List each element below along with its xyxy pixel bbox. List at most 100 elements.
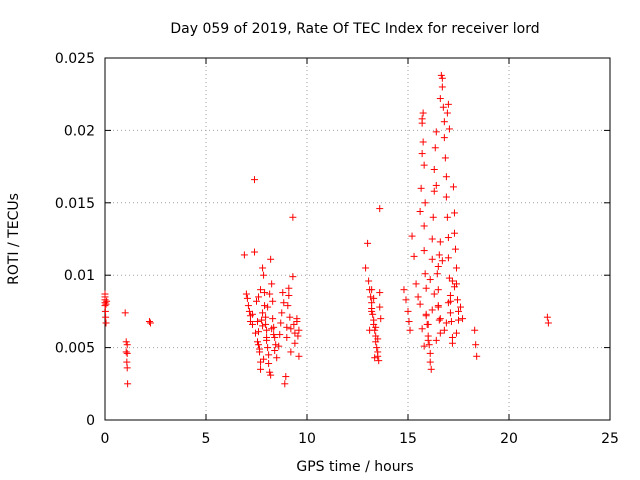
data-points <box>101 71 552 388</box>
data-point <box>436 95 444 103</box>
data-point <box>434 302 442 310</box>
data-point <box>374 335 382 343</box>
data-point <box>255 293 263 301</box>
data-point <box>103 297 111 305</box>
data-point <box>270 331 278 339</box>
data-point <box>420 342 428 350</box>
data-point <box>262 313 270 321</box>
data-point <box>255 328 263 336</box>
axis-ticks <box>104 57 611 421</box>
data-point <box>448 277 456 285</box>
y-tick-label: 0.025 <box>55 51 95 67</box>
data-point <box>412 280 420 288</box>
data-point <box>455 316 462 324</box>
chart-title: Day 059 of 2019, Rate Of TEC Index for r… <box>170 21 539 37</box>
data-point <box>448 339 456 347</box>
data-point <box>123 341 131 349</box>
data-point <box>287 325 295 333</box>
data-point <box>280 299 288 307</box>
data-point <box>433 270 441 278</box>
data-point <box>422 310 430 318</box>
data-point <box>420 161 428 169</box>
data-point <box>254 338 262 346</box>
data-point <box>450 229 458 237</box>
data-point <box>257 365 265 373</box>
data-point <box>443 213 451 221</box>
data-point <box>432 181 440 189</box>
data-point <box>449 183 457 191</box>
data-point <box>404 307 412 315</box>
data-point <box>250 176 258 184</box>
data-point <box>261 302 269 310</box>
y-tick-label: 0.005 <box>55 341 95 357</box>
data-point <box>267 255 275 263</box>
data-point <box>295 326 303 334</box>
data-point <box>366 326 374 334</box>
data-point <box>265 360 273 368</box>
data-point <box>295 352 303 360</box>
data-point <box>406 326 414 334</box>
data-point <box>251 329 259 337</box>
data-point <box>244 302 252 310</box>
data-point <box>256 345 264 353</box>
data-point <box>289 273 297 281</box>
data-point <box>283 323 291 331</box>
data-point <box>250 248 258 256</box>
data-point <box>260 355 268 363</box>
data-point <box>285 284 293 292</box>
data-point <box>254 318 262 326</box>
data-point <box>442 319 450 327</box>
data-point <box>279 289 287 297</box>
data-point <box>276 331 284 339</box>
data-point <box>373 344 381 352</box>
data-point <box>430 165 438 173</box>
data-point <box>471 326 479 334</box>
data-point <box>284 302 292 310</box>
data-point <box>427 365 435 373</box>
data-point <box>255 341 263 349</box>
data-point <box>370 294 378 302</box>
data-point <box>444 299 452 307</box>
data-point <box>291 329 299 337</box>
data-point <box>435 251 443 259</box>
data-point <box>285 291 293 299</box>
data-point <box>245 307 253 315</box>
data-point <box>473 352 481 360</box>
data-point <box>420 247 428 255</box>
data-point <box>123 364 131 372</box>
y-tick-labels: 0 0.005 0.01 0.015 0.02 0.025 <box>55 51 95 429</box>
data-point <box>269 297 277 305</box>
data-point <box>416 300 424 308</box>
data-point <box>263 333 271 341</box>
data-point <box>275 342 283 350</box>
data-point <box>364 239 372 247</box>
data-point <box>426 358 434 366</box>
data-point <box>102 300 110 308</box>
data-point <box>425 341 433 349</box>
data-point <box>424 336 432 344</box>
x-tick-label: 0 <box>101 431 110 447</box>
data-point <box>452 264 460 272</box>
data-point <box>445 125 453 133</box>
data-point <box>440 134 448 142</box>
data-point <box>429 213 437 221</box>
data-point <box>421 270 429 278</box>
data-point <box>441 154 449 162</box>
data-point <box>426 349 434 357</box>
data-point <box>445 274 453 282</box>
data-point <box>261 289 269 297</box>
data-point <box>442 173 450 181</box>
data-point <box>102 319 110 327</box>
data-point <box>459 315 467 323</box>
data-point <box>444 234 452 242</box>
data-point <box>264 303 272 311</box>
data-point <box>410 252 418 260</box>
data-point <box>278 309 286 317</box>
x-tick-labels: 0 5 10 15 20 25 <box>101 431 619 447</box>
data-point <box>294 332 302 340</box>
data-point <box>434 286 442 294</box>
data-point <box>430 187 438 195</box>
data-point <box>417 184 425 192</box>
